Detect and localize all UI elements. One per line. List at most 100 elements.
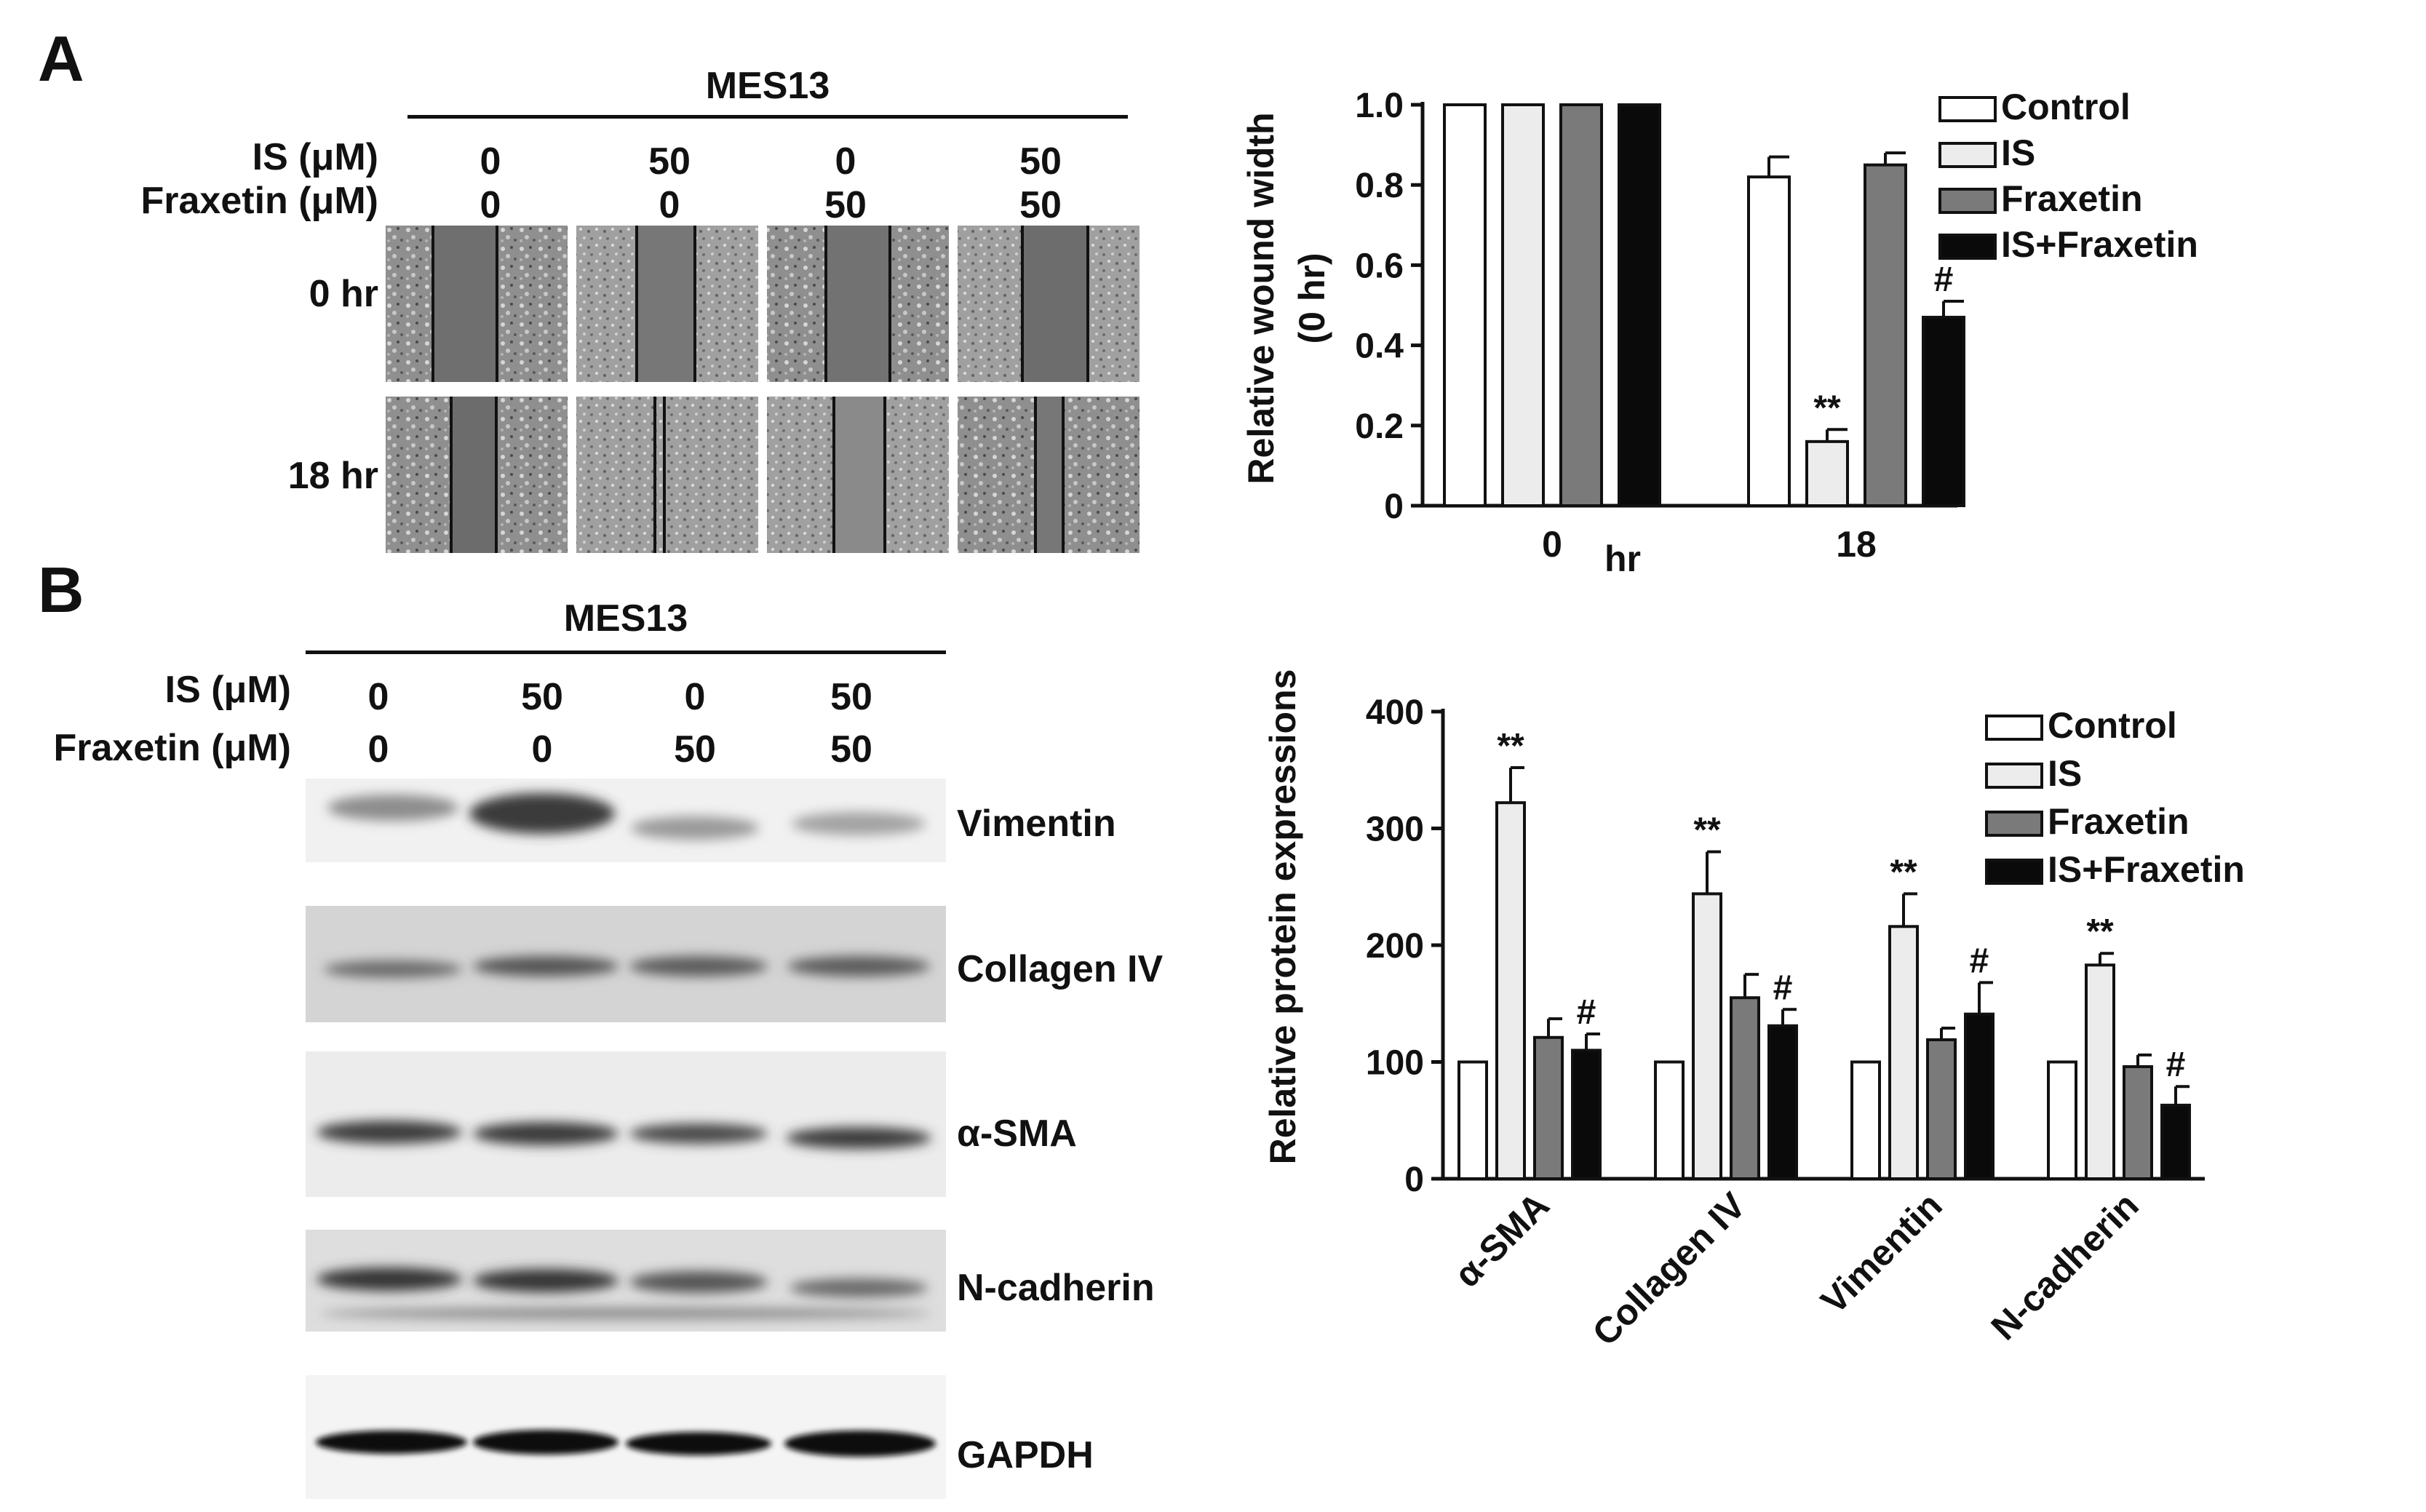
panel-a-time-0hr: 0 hr	[309, 273, 378, 315]
significance-mark: #	[1773, 968, 1793, 1007]
y-tick-label: 0	[1404, 1161, 1424, 1199]
blot-vimentin	[306, 779, 946, 862]
c2-ylabel: Relative protein expressions	[1262, 669, 1303, 1165]
y-tick-label: 300	[1366, 811, 1424, 849]
panel-a-letter: A	[38, 23, 84, 95]
panel-b-fraxetin-value: 0	[367, 728, 389, 771]
tile-0hr-4	[958, 226, 1140, 382]
x-axis-title: hr	[1604, 538, 1641, 579]
panel-a-is-label: IS (μM)	[252, 136, 378, 178]
blot-label-collagen-iv: Collagen IV	[957, 948, 1164, 990]
panel-a-fraxetin-label: Fraxetin (μM)	[140, 180, 379, 222]
panel-a-fraxetin-value: 50	[824, 184, 867, 226]
panel-a-is-value: 0	[835, 140, 856, 183]
legend-label: Control	[2001, 87, 2131, 127]
panel-b-fraxetin-label: Fraxetin (μM)	[53, 727, 292, 769]
blot-label-alpha-sma: α-SMA	[957, 1113, 1077, 1155]
x-category-label: Collagen IV	[1585, 1185, 1754, 1354]
panel-b-header-rule	[306, 650, 946, 654]
tile-18hr-4	[958, 397, 1140, 553]
panel-b-fraxetin-value: 0	[531, 728, 553, 771]
bar	[1457, 1060, 1488, 1180]
bar	[1501, 103, 1545, 507]
legend-label: Control	[2048, 705, 2177, 746]
c1-legend: Control IS Fraxetin IS+Fraxetin	[1938, 87, 2198, 265]
tile-0hr-3	[767, 226, 949, 382]
blot-label-vimentin: Vimentin	[957, 803, 1116, 845]
significance-mark: #	[2166, 1046, 2186, 1084]
panel-a-header-rule	[407, 115, 1128, 119]
panel-a-fraxetin-value: 0	[659, 184, 680, 226]
bar	[1571, 1049, 1602, 1181]
significance-mark: **	[1497, 727, 1524, 765]
legend-swatch	[1938, 234, 1997, 260]
significance-mark: **	[1813, 389, 1841, 427]
tile-0hr-2	[576, 226, 758, 382]
protein-expression-chart: Relative protein expressions 0 100 200 300 4…	[1262, 669, 2245, 1354]
bar	[2160, 1103, 2191, 1181]
legend-label: IS	[2048, 753, 2082, 794]
x-category-label: α-SMA	[1447, 1185, 1557, 1295]
legend-label: IS	[2001, 132, 2035, 173]
y-tick-label: 400	[1366, 693, 1424, 732]
y-tick-label: 0	[1384, 488, 1404, 526]
bar	[1747, 175, 1791, 507]
x-category-label: 0	[1542, 524, 1562, 565]
bar	[1864, 163, 1907, 507]
bar	[1730, 996, 1760, 1180]
significance-mark: #	[1970, 942, 1989, 980]
panel-b-fraxetin-value: 50	[830, 728, 872, 771]
bar	[1618, 103, 1661, 507]
bar	[2085, 963, 2115, 1180]
c1-ylabel: Relative wound width	[1241, 112, 1281, 484]
panel-b-is-value: 0	[367, 676, 389, 718]
panel-b-letter: B	[38, 554, 84, 626]
legend-label: Fraxetin	[2001, 178, 2143, 219]
bar	[1926, 1038, 1957, 1180]
legend-swatch	[1938, 188, 1997, 214]
legend-swatch	[1985, 763, 2043, 789]
tile-0hr-1	[386, 226, 568, 382]
blot-alpha-sma	[306, 1051, 946, 1197]
bar	[1654, 1060, 1685, 1180]
legend-label: IS+Fraxetin	[2001, 224, 2198, 265]
legend-label: IS+Fraxetin	[2048, 849, 2245, 890]
panel-b-is-value: 0	[684, 676, 706, 718]
legend-swatch	[1938, 96, 1997, 122]
significance-mark: #	[1577, 993, 1596, 1032]
y-tick-label: 0.2	[1355, 407, 1404, 446]
bar	[2123, 1065, 2153, 1180]
tile-18hr-3	[767, 397, 949, 553]
blot-label-gapdh: GAPDH	[957, 1434, 1094, 1476]
panel-b-is-value: 50	[521, 676, 563, 718]
panel-a-time-18hr: 18 hr	[287, 455, 378, 497]
tile-18hr-2	[576, 397, 758, 553]
panel-a-cell-line: MES13	[705, 65, 830, 107]
wound-micrographs	[386, 226, 1140, 553]
bar	[1767, 1024, 1798, 1180]
y-tick-label: 1.0	[1355, 87, 1404, 125]
panel-b-is-value: 50	[830, 676, 872, 718]
bar	[1850, 1060, 1881, 1180]
significance-mark: **	[2086, 912, 2114, 951]
panel-b-fraxetin-value: 50	[674, 728, 716, 771]
legend-swatch	[1985, 715, 2043, 741]
significance-mark: #	[1934, 260, 1954, 299]
significance-mark: **	[1890, 853, 1917, 891]
panel-a-is-value: 50	[1019, 140, 1062, 183]
y-tick-label: 100	[1366, 1044, 1424, 1083]
tile-18hr-1	[386, 397, 568, 553]
bar	[1888, 925, 1919, 1180]
bar	[1495, 801, 1526, 1180]
legend-swatch	[1985, 811, 2043, 837]
bar	[2047, 1060, 2077, 1180]
significance-mark: **	[1693, 811, 1721, 850]
x-category-label: 18	[1836, 524, 1877, 565]
bar	[1922, 316, 1965, 507]
blot-collagen-iv	[306, 906, 946, 1022]
wound-width-chart: Relative wound width (0 hr) 0 0.2 0.4 0.6 0.…	[1241, 87, 2198, 579]
legend-swatch	[1985, 859, 2043, 885]
blot-n-cadherin	[306, 1230, 946, 1332]
western-blots	[306, 779, 946, 1499]
panel-b-cell-line: MES13	[563, 597, 688, 640]
